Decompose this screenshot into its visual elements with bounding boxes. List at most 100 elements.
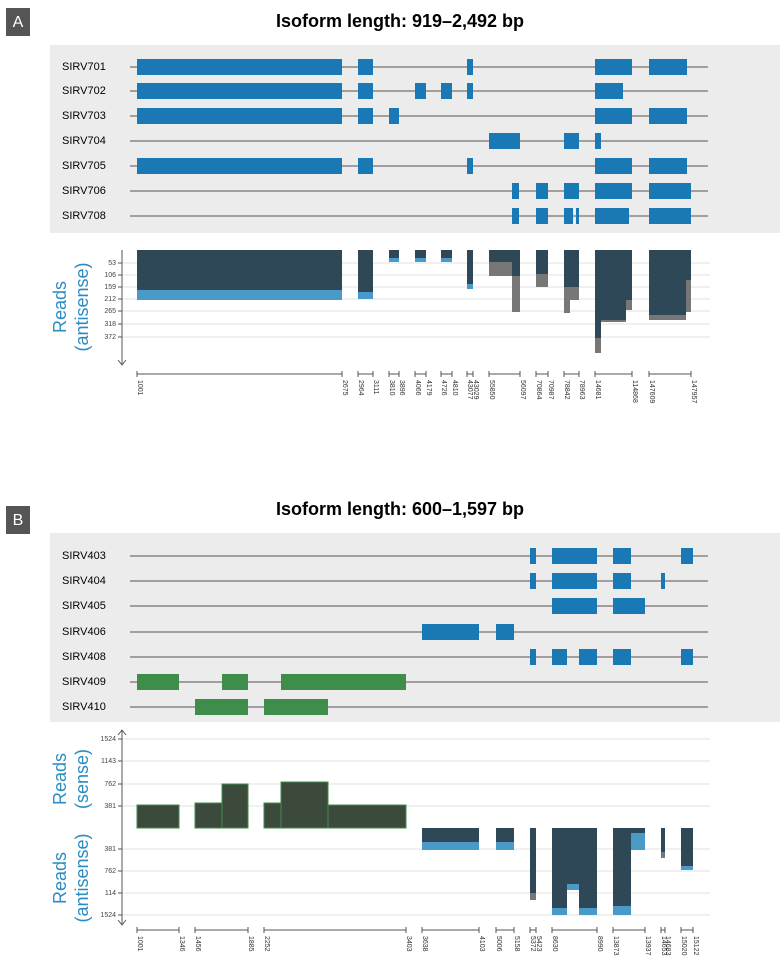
position-label: 1346 bbox=[178, 936, 185, 952]
exon bbox=[661, 573, 665, 589]
coverage bbox=[441, 250, 452, 258]
tick-label: 762 bbox=[104, 781, 116, 788]
coverage bbox=[422, 828, 479, 842]
exon bbox=[467, 83, 473, 99]
position-label: 8630 bbox=[551, 936, 558, 952]
position-label: 8990 bbox=[596, 936, 603, 952]
axis-arrow bbox=[117, 359, 127, 366]
coverage bbox=[661, 828, 665, 852]
exon bbox=[649, 108, 687, 124]
exon bbox=[595, 183, 632, 199]
exon bbox=[595, 59, 632, 75]
exon bbox=[613, 649, 631, 665]
coverage-extra bbox=[567, 884, 579, 890]
track-label: Reads (antisense) bbox=[50, 833, 92, 922]
exon bbox=[512, 183, 519, 199]
position-label: 4103 bbox=[478, 936, 485, 952]
isoform-name: SIRV406 bbox=[62, 626, 106, 638]
position-label: 1456 bbox=[194, 936, 201, 952]
exon bbox=[137, 674, 179, 690]
position-label: 3810 bbox=[388, 380, 395, 396]
exon bbox=[552, 548, 597, 564]
coverage-extra bbox=[564, 287, 570, 313]
position-label: 3638 bbox=[421, 936, 428, 952]
isoform-name: SIRV403 bbox=[62, 550, 106, 562]
exon bbox=[358, 158, 373, 174]
position-label: 5372 bbox=[529, 936, 536, 952]
exon bbox=[613, 548, 631, 564]
isoform-name: SIRV705 bbox=[62, 160, 106, 172]
coverage-extra bbox=[661, 852, 665, 858]
exon bbox=[595, 133, 601, 149]
position-label: 1001 bbox=[136, 936, 143, 952]
exon bbox=[415, 83, 426, 99]
position-label: 43077 bbox=[466, 380, 473, 400]
coverage bbox=[194, 802, 223, 829]
coverage bbox=[327, 804, 407, 829]
exon bbox=[649, 59, 687, 75]
coverage-extra bbox=[649, 315, 686, 320]
exon bbox=[579, 649, 597, 665]
track-label: Reads (sense) bbox=[50, 749, 92, 809]
exon bbox=[576, 208, 579, 224]
panel-title: Isoform length: 919–2,492 bp bbox=[276, 11, 524, 31]
coverage-extra bbox=[631, 833, 645, 850]
axis-arrow bbox=[117, 729, 127, 736]
isoform-name: SIRV706 bbox=[62, 185, 106, 197]
position-label: 147957 bbox=[690, 380, 697, 403]
exon bbox=[389, 108, 399, 124]
tick-label: 106 bbox=[104, 272, 116, 279]
exon bbox=[530, 649, 536, 665]
coverage-extra bbox=[570, 287, 579, 300]
panel-badge bbox=[6, 506, 30, 534]
exon bbox=[681, 548, 693, 564]
position-label: 5423 bbox=[535, 936, 542, 952]
coverage bbox=[280, 781, 329, 829]
position-label: 5158 bbox=[513, 936, 520, 952]
coverage-extra bbox=[415, 258, 426, 262]
tick-label: 159 bbox=[104, 284, 116, 291]
isoform-name: SIRV409 bbox=[62, 676, 106, 688]
coverage bbox=[613, 828, 631, 906]
exon bbox=[496, 624, 514, 640]
coverage bbox=[136, 804, 180, 829]
coverage-extra bbox=[358, 292, 373, 299]
position-label: 70987 bbox=[547, 380, 554, 400]
position-label: 13873 bbox=[612, 936, 619, 956]
coverage bbox=[496, 828, 514, 842]
position-label: 78842 bbox=[563, 380, 570, 400]
coverage-extra bbox=[613, 906, 631, 915]
exon bbox=[137, 108, 342, 124]
track-label-text: Reads bbox=[50, 753, 70, 805]
coverage-extra bbox=[601, 320, 626, 322]
position-label: 4066 bbox=[414, 380, 421, 396]
tick-label: 53 bbox=[108, 260, 116, 267]
coverage-extra bbox=[422, 842, 479, 850]
coverage-extra bbox=[536, 274, 548, 287]
isoform-box bbox=[50, 45, 780, 233]
position-label: 56097 bbox=[519, 380, 526, 400]
coverage-extra bbox=[681, 866, 693, 870]
coverage-extra bbox=[489, 262, 512, 276]
coverage-extra bbox=[467, 284, 473, 289]
exon bbox=[441, 83, 452, 99]
exon bbox=[681, 649, 693, 665]
coverage-extra bbox=[441, 258, 452, 262]
coverage bbox=[489, 250, 512, 262]
tick-label: 318 bbox=[104, 321, 116, 328]
exon bbox=[137, 158, 342, 174]
isoform-name: SIRV410 bbox=[62, 701, 106, 713]
exon bbox=[222, 674, 248, 690]
isoform-name: SIRV701 bbox=[62, 61, 106, 73]
coverage-extra bbox=[686, 280, 691, 312]
position-label: 4726 bbox=[440, 380, 447, 396]
position-label: 3403 bbox=[405, 936, 412, 952]
position-label: 3896 bbox=[398, 380, 405, 396]
exon bbox=[536, 208, 548, 224]
track-label-text: (antisense) bbox=[72, 833, 92, 922]
isoform-box bbox=[50, 533, 780, 722]
coverage bbox=[415, 250, 426, 258]
position-label: 2675 bbox=[341, 380, 348, 396]
